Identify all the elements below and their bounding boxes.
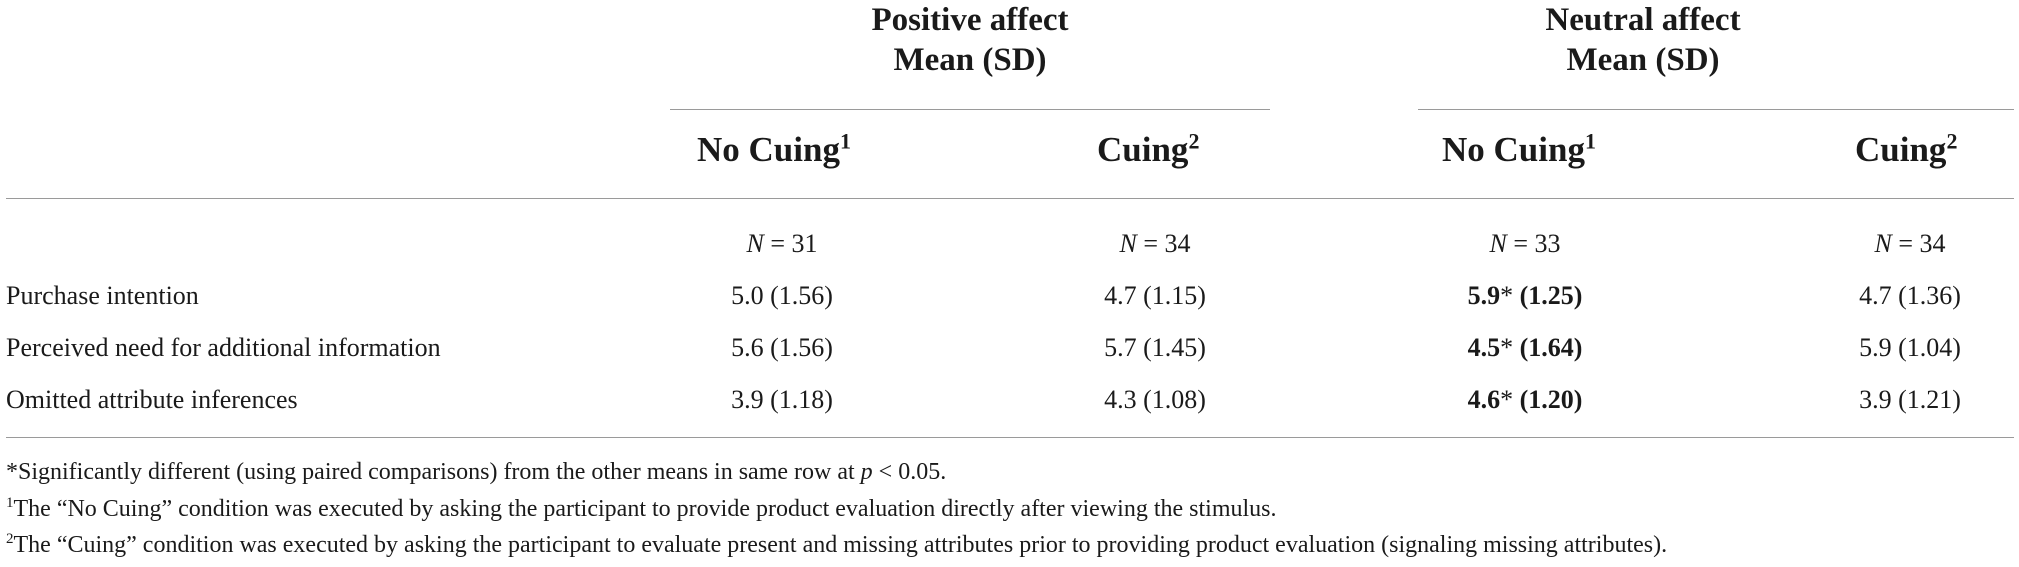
group-rule-positive <box>670 109 1270 110</box>
condition-header: Cuing2 <box>1855 128 1958 169</box>
table-cell-significant: 4.6* (1.20) <box>1467 385 1583 414</box>
sample-size: N = 34 <box>1119 229 1191 258</box>
footnote-1: 1The “No Cuing” condition was executed b… <box>6 495 1277 523</box>
condition-header: No Cuing1 <box>697 128 851 169</box>
table-cell-significant: 4.5* (1.64) <box>1467 333 1583 362</box>
footnote-2: 2The “Cuing” condition was executed by a… <box>6 531 1668 559</box>
table-cell: 5.9 (1.04) <box>1859 333 1961 362</box>
condition-header: Cuing2 <box>1097 128 1200 169</box>
table-cell: 3.9 (1.18) <box>731 385 833 414</box>
group-title: Neutral affect <box>1545 2 1741 38</box>
table-cell-significant: 5.9* (1.25) <box>1467 281 1583 310</box>
group-rule-neutral <box>1418 109 2014 110</box>
table-cell: 5.7 (1.45) <box>1104 333 1206 362</box>
group-title: Positive affect <box>871 2 1069 38</box>
group-header-positive: Positive affect Mean (SD) <box>670 0 1270 80</box>
condition-header: No Cuing1 <box>1442 128 1596 169</box>
table-cell: 5.6 (1.56) <box>731 333 833 362</box>
group-subtitle: Mean (SD) <box>893 42 1047 78</box>
table-cell: 4.3 (1.08) <box>1104 385 1206 414</box>
sample-size: N = 34 <box>1874 229 1946 258</box>
table-cell: 4.7 (1.15) <box>1104 281 1206 310</box>
row-label: Perceived need for additional informatio… <box>6 333 441 362</box>
footnote-significance: *Significantly different (using paired c… <box>6 459 947 485</box>
header-rule <box>6 198 2014 199</box>
table-cell: 3.9 (1.21) <box>1859 385 1961 414</box>
sample-size: N = 31 <box>746 229 818 258</box>
sample-size: N = 33 <box>1489 229 1561 258</box>
group-subtitle: Mean (SD) <box>1566 42 1720 78</box>
table-cell: 4.7 (1.36) <box>1859 281 1961 310</box>
table-bottom-rule <box>6 437 2014 438</box>
table-cell: 5.0 (1.56) <box>731 281 833 310</box>
group-header-neutral: Neutral affect Mean (SD) <box>1418 0 1868 80</box>
row-label: Omitted attribute inferences <box>6 385 298 414</box>
row-label: Purchase intention <box>6 281 199 310</box>
